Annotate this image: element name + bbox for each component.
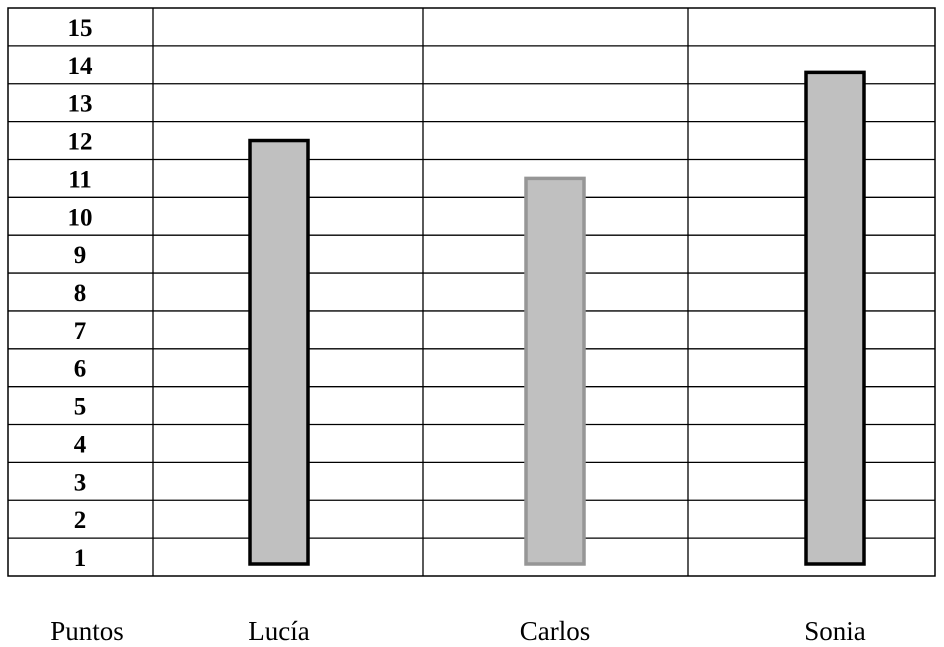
y-tick-label: 13 [68,91,93,118]
row-header-label: Puntos [50,616,124,646]
y-tick-label: 7 [74,318,87,345]
y-tick-label: 5 [74,394,87,421]
bar-lucía [248,138,310,566]
y-tick-label: 12 [68,129,93,156]
chart-grid [7,7,936,577]
y-tick-label: 3 [74,469,87,496]
y-tick-label: 4 [74,431,87,458]
y-tick-label: 14 [68,53,94,80]
y-tick-label: 8 [74,280,87,307]
y-tick-label: 9 [74,242,87,269]
y-tick-label: 15 [68,15,93,42]
y-tick-label: 2 [74,507,87,534]
y-tick-label: 10 [68,204,93,231]
category-label: Lucía [248,616,309,646]
y-tick-label: 6 [74,356,87,383]
category-label: Carlos [520,616,591,646]
category-label: Sonia [804,616,866,646]
y-tick-label: 1 [74,545,87,572]
bar-carlos [524,176,586,566]
y-tick-label: 11 [68,166,92,193]
chart-bars [248,70,866,566]
grid-border [7,7,936,577]
bar-sonia [804,70,866,566]
category-labels: Puntos Lucía Carlos Sonia [50,616,866,646]
